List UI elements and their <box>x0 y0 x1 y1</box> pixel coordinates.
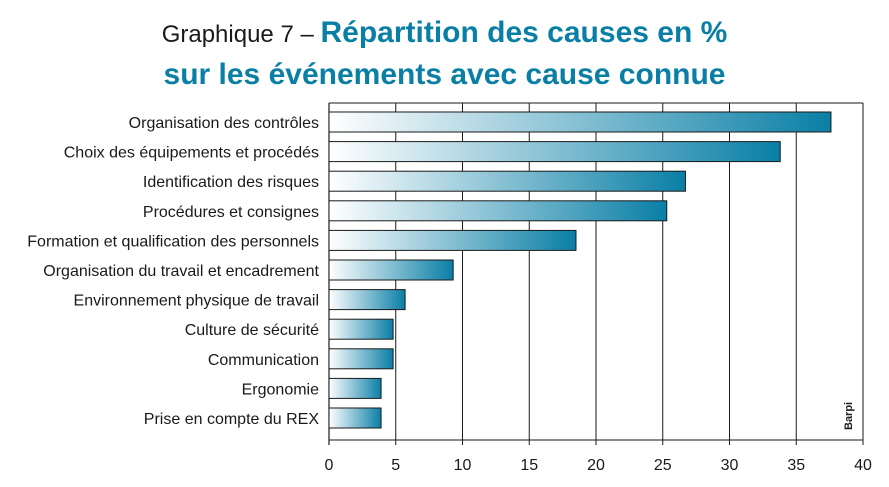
category-label: Prise en compte du REX <box>144 411 320 428</box>
x-tick-label: 40 <box>854 457 872 474</box>
x-tick-label: 0 <box>325 457 334 474</box>
category-label: Communication <box>208 352 319 369</box>
category-label: Ergonomie <box>242 381 319 398</box>
bar-10 <box>328 377 382 399</box>
category-label: Procédures et consignes <box>143 204 319 221</box>
category-labels: Organisation des contrôles Choix des équi… <box>27 115 319 428</box>
x-tick-label: 10 <box>454 457 472 474</box>
category-label: Organisation des contrôles <box>129 115 319 132</box>
bar-9 <box>328 348 394 370</box>
bar-8 <box>328 318 394 340</box>
bar-7 <box>328 289 406 311</box>
bar-3 <box>328 170 686 192</box>
bar-5 <box>328 229 577 251</box>
bar-2 <box>328 141 781 163</box>
x-tick-label: 5 <box>391 457 400 474</box>
x-tick-label: 25 <box>654 457 672 474</box>
category-label: Organisation du travail et encadrement <box>43 263 319 280</box>
chart-title-line2: sur les événements avec cause connue <box>163 58 726 91</box>
bar-11 <box>328 407 382 429</box>
x-tick-label: 15 <box>520 457 538 474</box>
category-label: Environnement physique de travail <box>74 293 319 310</box>
source-label: Barpi <box>843 402 855 430</box>
chart-title-prefix: Graphique 7 – <box>161 21 321 48</box>
bar-1 <box>328 111 832 133</box>
x-tick-label: 20 <box>587 457 605 474</box>
bar-6 <box>328 259 454 281</box>
x-tick-label: 35 <box>787 457 805 474</box>
category-label: Identification des risques <box>143 174 319 191</box>
category-label: Choix des équipements et procédés <box>64 145 319 162</box>
bars <box>328 111 832 429</box>
bar-4 <box>328 200 668 222</box>
category-label: Culture de sécurité <box>185 322 319 339</box>
chart-title-line1: Graphique 7 – Répartition des causes en … <box>0 14 889 54</box>
x-axis-ticks: 0 5 10 15 20 25 30 35 40 <box>325 457 872 474</box>
x-tick-label: 30 <box>721 457 739 474</box>
chart-title-main: Répartition des causes en % <box>320 16 728 49</box>
category-label: Formation et qualification des personnel… <box>27 233 319 250</box>
